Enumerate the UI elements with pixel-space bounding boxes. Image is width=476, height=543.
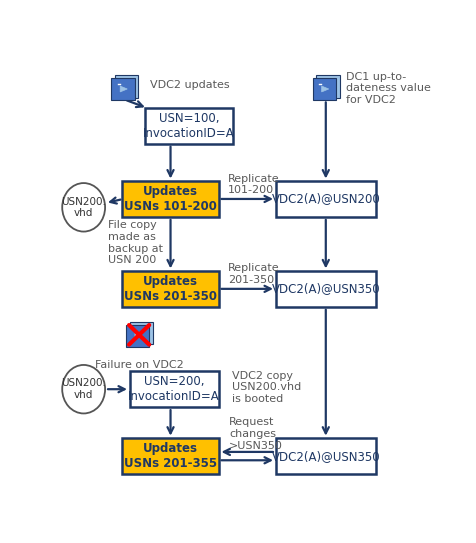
Polygon shape bbox=[120, 86, 127, 92]
Text: VDC2 copy
USN200.vhd
is booted: VDC2 copy USN200.vhd is booted bbox=[231, 370, 300, 403]
FancyBboxPatch shape bbox=[144, 108, 233, 143]
Text: File copy
made as
backup at
USN 200: File copy made as backup at USN 200 bbox=[108, 220, 162, 266]
Text: Updates
USNs 101-200: Updates USNs 101-200 bbox=[124, 185, 217, 213]
FancyBboxPatch shape bbox=[111, 78, 134, 100]
Text: DC1 up-to-
dateness value
for VDC2: DC1 up-to- dateness value for VDC2 bbox=[346, 72, 430, 105]
Text: Failure on VDC2: Failure on VDC2 bbox=[95, 360, 183, 370]
FancyBboxPatch shape bbox=[312, 78, 335, 100]
FancyBboxPatch shape bbox=[275, 181, 375, 217]
Ellipse shape bbox=[62, 365, 105, 413]
FancyBboxPatch shape bbox=[275, 271, 375, 307]
Text: VDC2 updates: VDC2 updates bbox=[150, 80, 229, 90]
FancyBboxPatch shape bbox=[316, 75, 339, 98]
Text: Request
changes
>USN350: Request changes >USN350 bbox=[228, 418, 282, 451]
Text: VDC2(A)@USN350: VDC2(A)@USN350 bbox=[271, 282, 379, 295]
Text: VDC2(A)@USN200: VDC2(A)@USN200 bbox=[271, 192, 379, 205]
Text: USN=200,
InvocationID=A: USN=200, InvocationID=A bbox=[128, 375, 219, 403]
Text: Replicate
101-200: Replicate 101-200 bbox=[228, 174, 279, 195]
Text: VDC2(A)@USN350: VDC2(A)@USN350 bbox=[271, 450, 379, 463]
FancyBboxPatch shape bbox=[122, 271, 218, 307]
Ellipse shape bbox=[62, 183, 105, 231]
Text: Updates
USNs 201-350: Updates USNs 201-350 bbox=[124, 275, 217, 303]
FancyBboxPatch shape bbox=[129, 322, 153, 344]
FancyBboxPatch shape bbox=[122, 181, 218, 217]
Text: USN=100,
InvocationID=A: USN=100, InvocationID=A bbox=[143, 112, 234, 140]
FancyBboxPatch shape bbox=[122, 438, 218, 474]
Text: Updates
USNs 201-355: Updates USNs 201-355 bbox=[124, 442, 217, 470]
FancyBboxPatch shape bbox=[126, 325, 149, 347]
Text: USN200.
vhd: USN200. vhd bbox=[61, 378, 106, 400]
Text: USN200.
vhd: USN200. vhd bbox=[61, 197, 106, 218]
FancyBboxPatch shape bbox=[275, 438, 375, 474]
Text: Replicate
201-350: Replicate 201-350 bbox=[228, 263, 279, 285]
FancyBboxPatch shape bbox=[115, 75, 138, 98]
Polygon shape bbox=[135, 333, 142, 339]
FancyBboxPatch shape bbox=[129, 371, 218, 407]
Polygon shape bbox=[321, 86, 328, 92]
